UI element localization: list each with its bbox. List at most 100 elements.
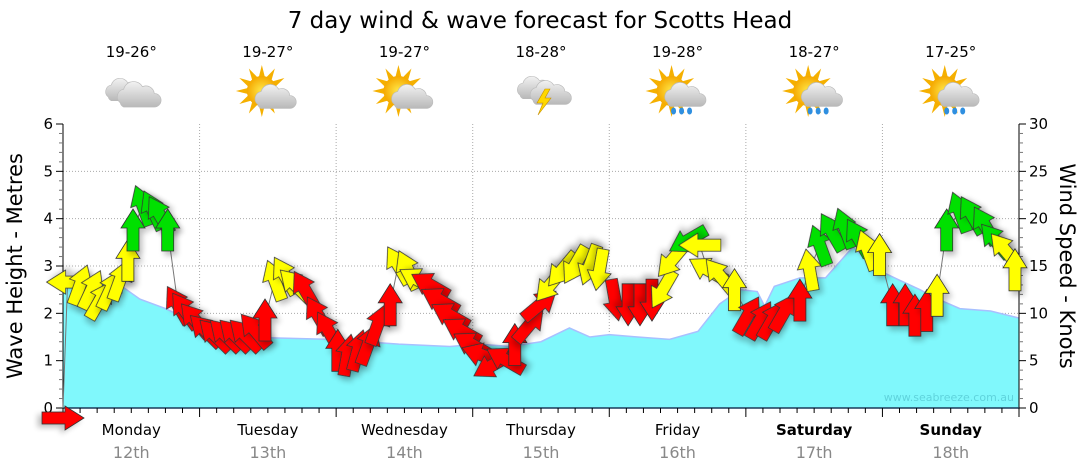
cloud-shape: [116, 81, 162, 108]
wind-arrow-green: [120, 208, 146, 252]
temperature-range: 19-26°: [106, 43, 157, 61]
day-name-label: Tuesday: [236, 421, 298, 439]
y-axis-label-left: Wave Height - Metres: [3, 153, 27, 379]
cloud-shape: [254, 84, 297, 109]
rain-drop: [679, 107, 685, 115]
y-axis-label-right: Wind Speed - Knots: [1055, 163, 1079, 368]
wind-arrow-green: [154, 208, 181, 252]
wind-arrow-red: [41, 405, 85, 431]
rain-drop: [952, 107, 958, 115]
wind-arrow-red: [377, 283, 403, 327]
partly-cloudy-icon: [372, 65, 434, 117]
sun-ray: [235, 88, 248, 94]
sun-ray: [785, 95, 798, 104]
sun-ray: [402, 68, 412, 81]
wind-arrow-yellow: [721, 267, 748, 312]
sun-ray: [649, 78, 661, 87]
sun-ray: [239, 78, 252, 87]
cloud-shape: [664, 82, 707, 107]
cloudy-icon: [105, 77, 162, 108]
sun-ray: [372, 88, 385, 94]
sun-ray: [931, 68, 941, 81]
cloud-shape: [254, 84, 297, 109]
sun-ray: [248, 101, 258, 114]
temperature-range: 18-28°: [515, 43, 566, 61]
sun-cloud-rain-icon: [645, 65, 707, 117]
cloud-shape: [116, 81, 162, 108]
x-axis-day-labels: Monday 12th Tuesday 13th Wednesday 14th Thursd…: [102, 421, 982, 462]
day-date-label: 14th: [386, 443, 423, 462]
wave-height-fill: [63, 247, 1019, 408]
cloud-shape: [801, 82, 843, 107]
day-date-label: 18th: [932, 443, 969, 462]
day-date-label: 12th: [113, 443, 150, 462]
thunderstorm-icon: [517, 75, 572, 116]
wind-arrow-red: [252, 298, 278, 342]
wind-arrow-yellow: [678, 232, 722, 258]
day-name-label: Monday: [102, 421, 161, 439]
wind-arrow-green: [832, 207, 859, 251]
day-date-label: 16th: [659, 443, 696, 462]
rain-drop: [815, 107, 821, 115]
left-tick-label: 0: [43, 399, 53, 417]
left-tick-label: 2: [43, 304, 53, 322]
rain-drop: [671, 107, 677, 115]
rain-drop: [944, 107, 950, 115]
cloud-shape: [391, 84, 434, 109]
sun-ray: [375, 95, 388, 104]
watermark: www.seabreeze.com.au: [884, 391, 1014, 404]
wind-arrow-red: [519, 290, 557, 324]
left-tick-label: 1: [43, 352, 53, 370]
sun-ray: [918, 88, 931, 94]
sun-ray: [266, 68, 275, 81]
wind-arrow-yellow: [796, 248, 822, 292]
wind-arrow-green: [933, 208, 960, 252]
day-name-label: Friday: [655, 421, 701, 439]
sun-ray: [649, 95, 661, 104]
sun-ray: [668, 65, 675, 77]
temperature-range: 19-27°: [242, 43, 293, 61]
cloud-shape: [801, 82, 843, 107]
chart-title: 7 day wind & wave forecast for Scotts He…: [288, 8, 793, 34]
right-tick-label: 10: [1029, 304, 1048, 322]
temperature-range: 18-27°: [789, 43, 840, 61]
right-tick-label: 30: [1029, 115, 1048, 133]
wind-arrow-yellow: [866, 232, 893, 277]
sun-ray: [658, 68, 668, 81]
sun-ray: [375, 78, 388, 87]
right-tick-label: 20: [1029, 210, 1048, 228]
wind-arrow-yellow: [586, 247, 612, 292]
left-tick-label: 5: [43, 162, 53, 180]
sun-cloud-rain-icon: [782, 65, 843, 117]
left-tick-label: 6: [43, 115, 53, 133]
temperature-range: 19-27°: [379, 43, 430, 61]
sun-ray: [805, 65, 812, 77]
temperature-range: 17-25°: [925, 43, 976, 61]
sun-ray: [409, 78, 421, 87]
day-name-label: Thursday: [505, 421, 576, 439]
cloud-shape: [937, 82, 980, 107]
wind-arrow-yellow: [924, 273, 950, 317]
left-tick-label: 3: [43, 257, 53, 275]
sun-ray: [785, 78, 798, 87]
cloud-shape: [391, 84, 434, 109]
sun-ray: [949, 68, 958, 81]
sun-ray: [922, 78, 935, 87]
sun-ray: [385, 68, 395, 81]
sun-ray: [645, 88, 658, 94]
sun-ray: [248, 68, 258, 81]
temperature-range: 19-28°: [652, 43, 703, 61]
partly-cloudy-icon: [235, 65, 297, 117]
sun-ray: [782, 88, 795, 94]
cloud-shape: [664, 82, 707, 107]
rain-drop: [687, 107, 693, 115]
wind-arrow-red: [364, 304, 391, 347]
wind-arrow-yellow: [1002, 248, 1028, 292]
right-tick-label: 25: [1029, 162, 1048, 180]
right-tick-label: 5: [1029, 352, 1039, 370]
day-name-label: Saturday: [776, 421, 853, 439]
sun-ray: [795, 68, 804, 81]
day-forecast-header: 19-26° 19-27° 19-27° 18-28° 19-28° 18-27° 17-2…: [105, 43, 980, 117]
wind-arrows: [41, 184, 1028, 431]
